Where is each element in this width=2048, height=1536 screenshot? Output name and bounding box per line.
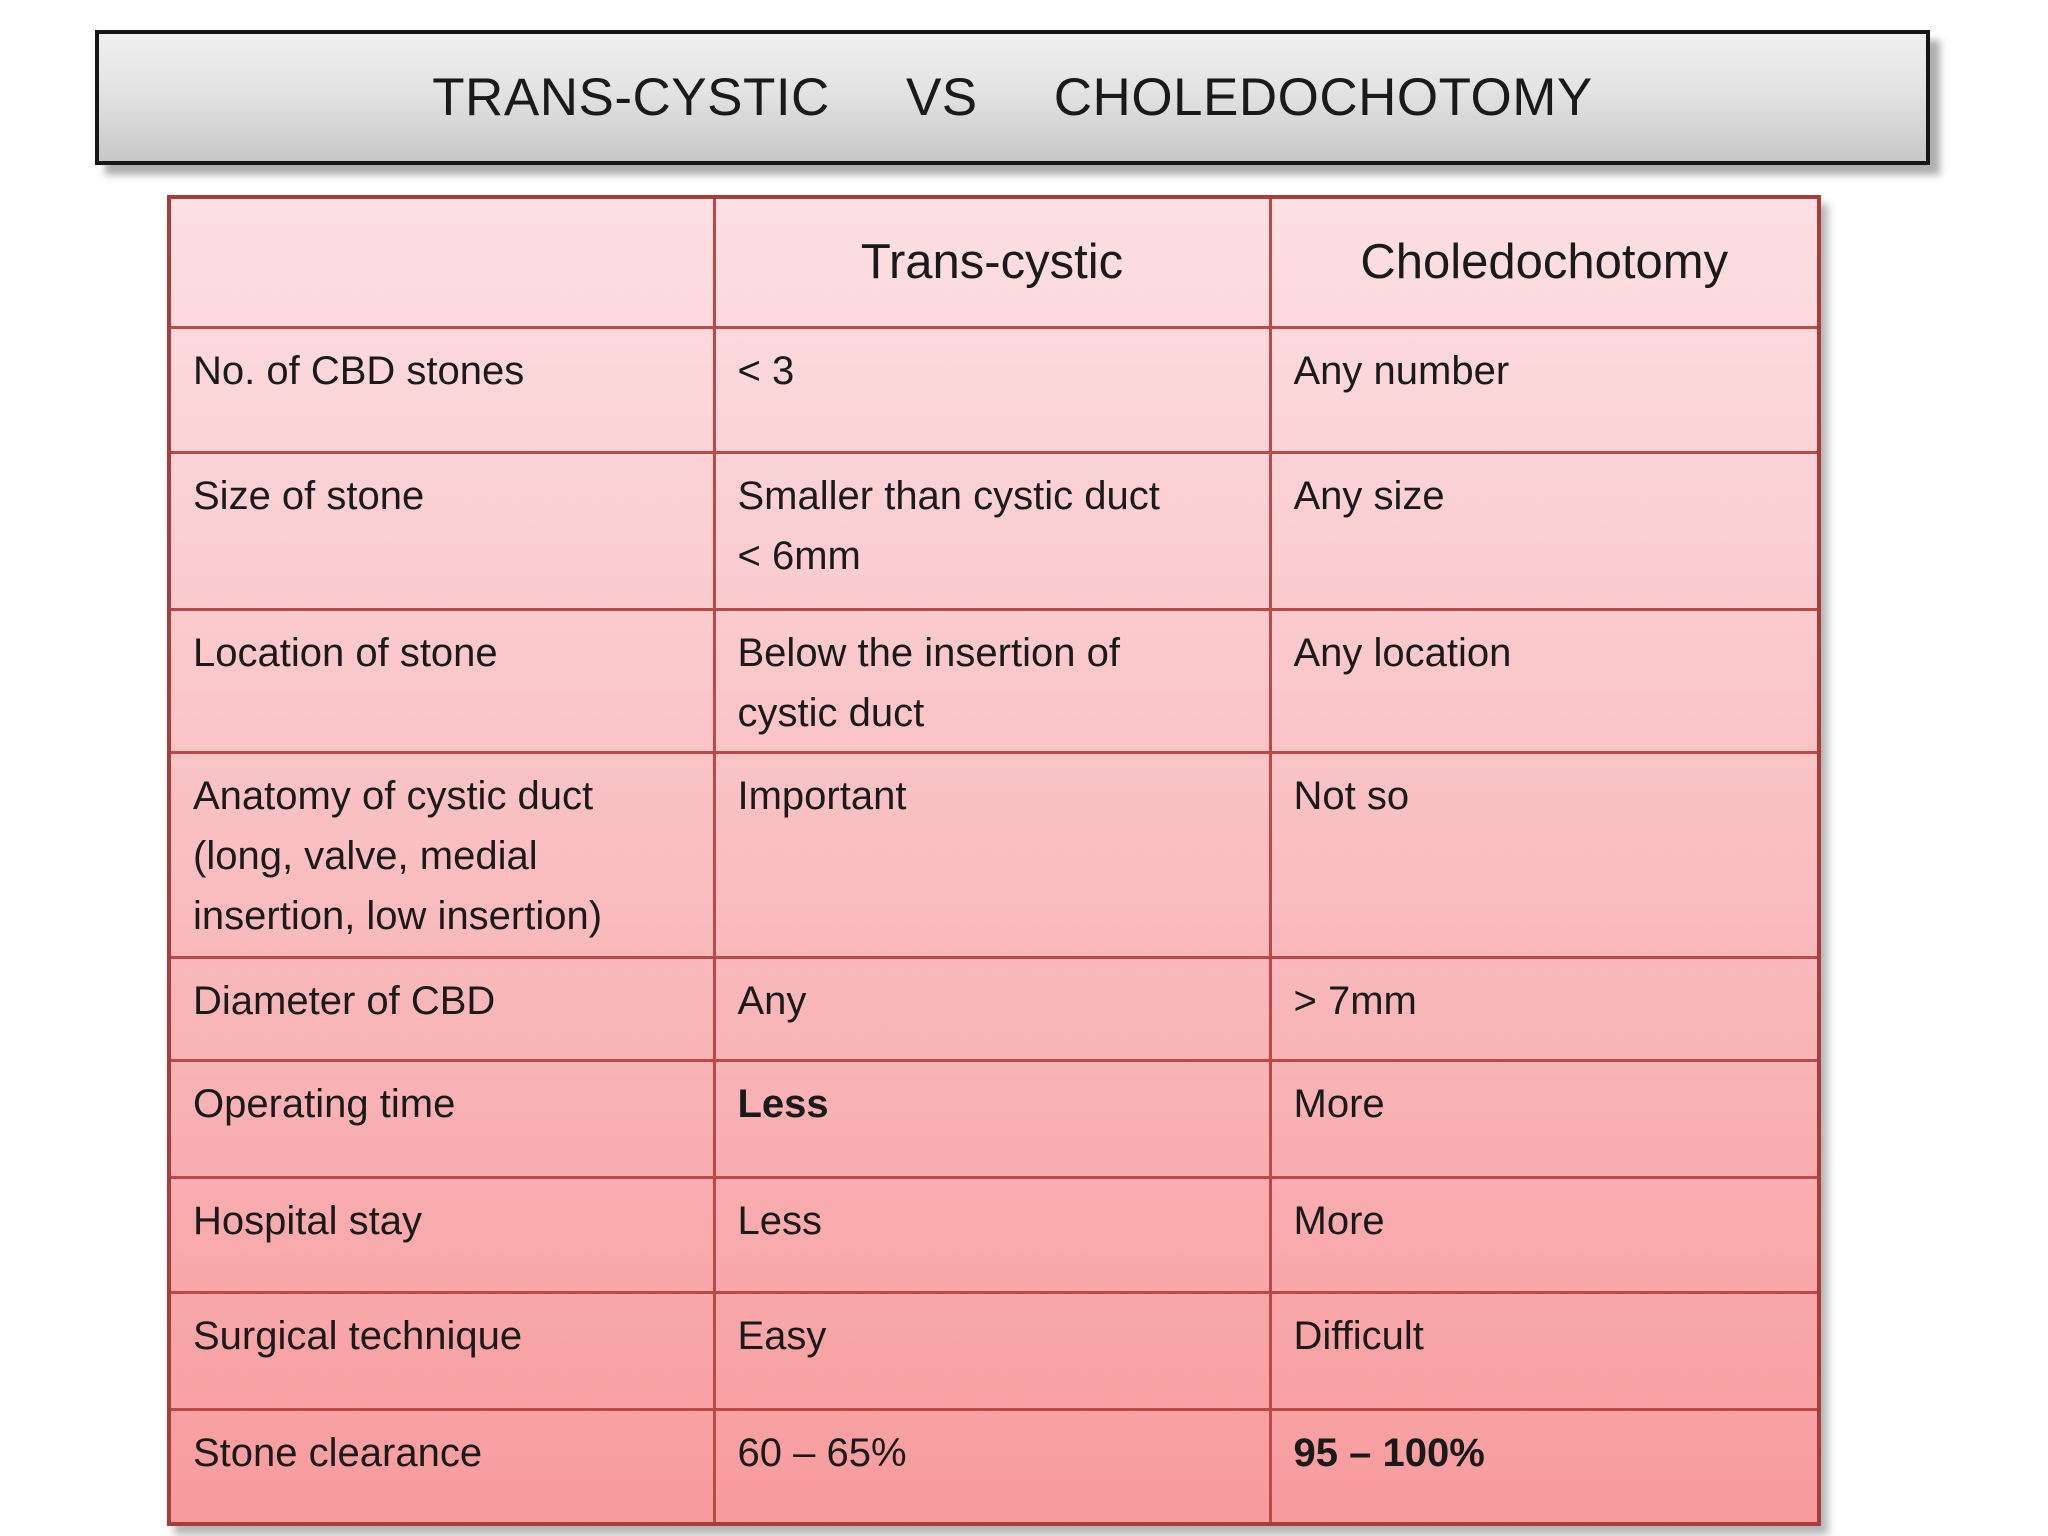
row-label-cell: Stone clearance [167,1407,716,1526]
table-row: Diameter of CBD Any > 7mm [167,955,1821,1062]
table-row: Hospital stay Less More [167,1175,1821,1294]
header-empty-cell [167,195,716,329]
choledochotomy-cell: 95 – 100% [1268,1407,1821,1526]
table-row: Operating time Less More [167,1058,1821,1179]
title-banner: TRANS-CYSTIC VS CHOLEDOCHOTOMY [95,30,1930,165]
row-label-cell: Anatomy of cystic duct (long, valve, med… [167,750,716,959]
table-header-row: Trans-cystic Choledochotomy [167,195,1821,329]
choledochotomy-cell: More [1268,1058,1821,1179]
table-row: Anatomy of cystic duct (long, valve, med… [167,750,1821,959]
row-label-cell: Location of stone [167,607,716,754]
header-choledochotomy: Choledochotomy [1268,195,1821,329]
trans-cystic-cell: 60 – 65% [712,1407,1272,1526]
trans-cystic-cell: Smaller than cystic duct < 6mm [712,450,1272,611]
row-label-cell: Surgical technique [167,1290,716,1411]
row-label-cell: Diameter of CBD [167,955,716,1062]
row-label-cell: No. of CBD stones [167,325,716,454]
trans-cystic-cell: Below the insertion of cystic duct [712,607,1272,754]
comparison-table: Trans-cystic Choledochotomy No. of CBD s… [167,195,1821,1526]
choledochotomy-cell: Not so [1268,750,1821,959]
row-label-cell: Size of stone [167,450,716,611]
slide-title: TRANS-CYSTIC VS CHOLEDOCHOTOMY [432,68,1593,127]
choledochotomy-cell: Any size [1268,450,1821,611]
trans-cystic-cell: < 3 [712,325,1272,454]
trans-cystic-cell: Easy [712,1290,1272,1411]
table-row: Stone clearance 60 – 65% 95 – 100% [167,1407,1821,1526]
choledochotomy-cell: More [1268,1175,1821,1294]
table-row: Location of stone Below the insertion of… [167,607,1821,754]
table-row: Size of stone Smaller than cystic duct <… [167,450,1821,611]
trans-cystic-cell: Any [712,955,1272,1062]
table-row: No. of CBD stones < 3 Any number [167,325,1821,454]
trans-cystic-cell: Important [712,750,1272,959]
choledochotomy-cell: > 7mm [1268,955,1821,1062]
choledochotomy-cell: Any location [1268,607,1821,754]
row-label-cell: Operating time [167,1058,716,1179]
trans-cystic-cell: Less [712,1175,1272,1294]
choledochotomy-cell: Any number [1268,325,1821,454]
trans-cystic-cell: Less [712,1058,1272,1179]
row-label-cell: Hospital stay [167,1175,716,1294]
header-trans-cystic: Trans-cystic [712,195,1272,329]
choledochotomy-cell: Difficult [1268,1290,1821,1411]
table-row: Surgical technique Easy Difficult [167,1290,1821,1411]
